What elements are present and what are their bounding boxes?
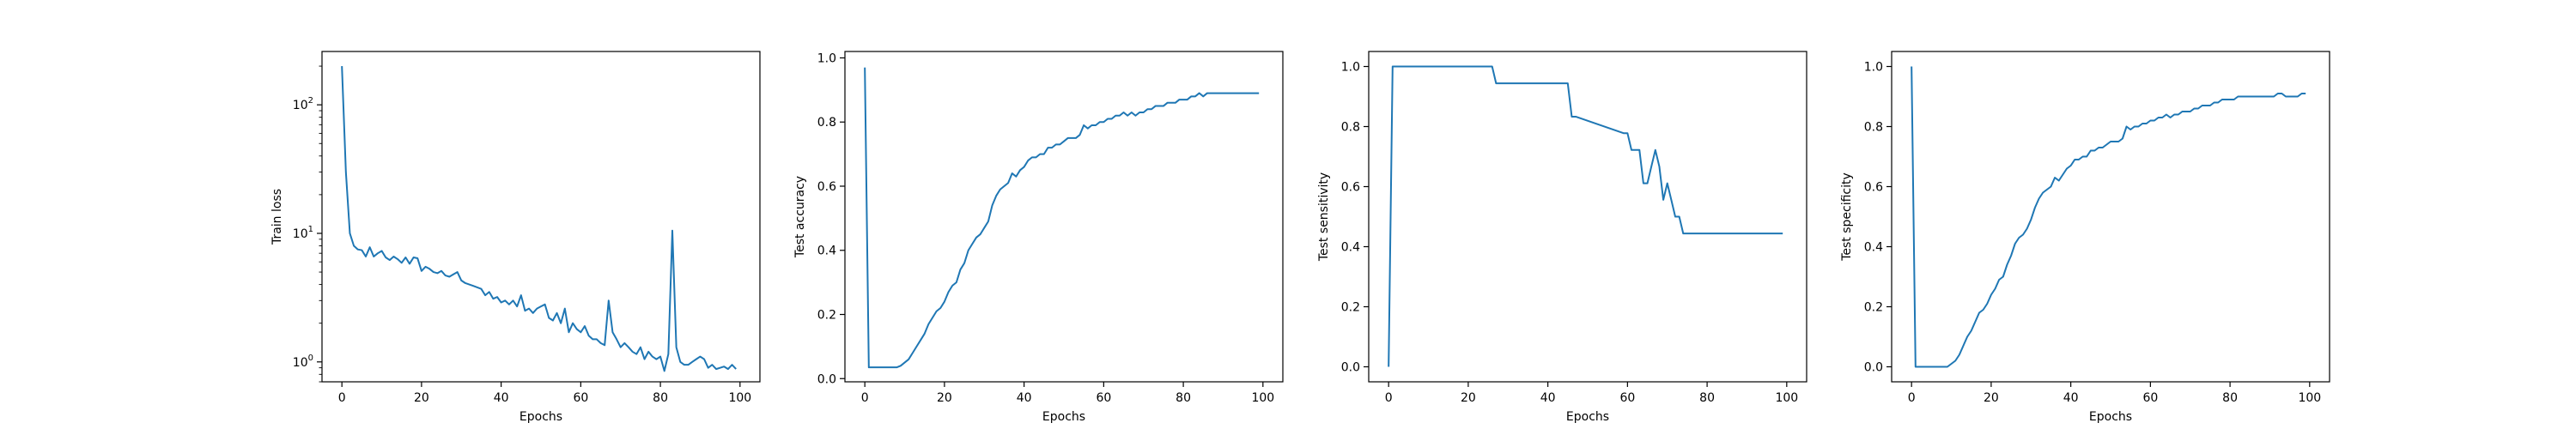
series-line-2-1 <box>864 67 1260 369</box>
y-tick-label: 0.2 <box>1341 301 1360 315</box>
subplot-4: 0 20 40 60 80 100 0.0 0.2 0.4 0.6 0.8 1.0 Epochs Test… <box>1840 51 2330 424</box>
x-tick-label: 60 <box>2142 391 2158 405</box>
x-tick-label: 60 <box>573 391 588 405</box>
x-tick-label: 100 <box>1251 391 1274 405</box>
x-tick-label: 0 <box>1908 391 1916 405</box>
y-axis-label: Test specificity <box>1840 172 1854 262</box>
x-tick-label: 60 <box>1096 391 1111 405</box>
x-tick-label: 0 <box>861 391 869 405</box>
x-tick-label: 20 <box>937 391 952 405</box>
x-tick-label: 20 <box>414 391 429 405</box>
axes-frame <box>321 51 761 383</box>
y-tick-label: 0.4 <box>1864 241 1883 255</box>
axes-frame <box>1891 51 2330 383</box>
y-axis-label: Test accuracy <box>793 176 807 258</box>
y-tick-label: 102 <box>293 96 313 112</box>
y-tick-label: 0.0 <box>1864 361 1883 375</box>
y-tick-label: 1.0 <box>817 51 836 65</box>
y-tick-label: 0.6 <box>1341 181 1360 195</box>
x-tick-label: 80 <box>1176 391 1191 405</box>
x-axis-label: Epochs <box>519 410 562 424</box>
y-tick-label: 101 <box>293 225 313 241</box>
axes-frame <box>844 51 1284 383</box>
series-line-3-1 <box>1388 65 1783 367</box>
subplot-1: 0 20 40 60 80 100 100 101 102 Epochs Train loss <box>270 51 761 424</box>
y-axis-label: Train loss <box>270 189 284 245</box>
x-tick-label: 100 <box>1775 391 1798 405</box>
x-axis-label: Epochs <box>2089 410 2132 424</box>
x-tick-label: 0 <box>338 391 346 405</box>
y-tick-label: 0.6 <box>1864 181 1883 195</box>
y-tick-label: 0.0 <box>1341 361 1360 375</box>
series-line-4-1 <box>1911 66 2306 368</box>
y-tick-label: 0.0 <box>817 372 836 386</box>
y-tick-label: 1.0 <box>1864 61 1883 75</box>
x-axis-label: Epochs <box>1566 410 1609 424</box>
y-tick-label: 0.2 <box>817 309 836 323</box>
y-tick-label: 100 <box>293 353 313 370</box>
x-axis-label: Epochs <box>1042 410 1085 424</box>
y-axis-label: Test sensitivity <box>1317 172 1331 262</box>
axes-frame <box>1368 51 1807 383</box>
x-tick-label: 40 <box>494 391 509 405</box>
x-tick-label: 20 <box>1461 391 1476 405</box>
x-tick-label: 0 <box>1385 391 1393 405</box>
x-tick-label: 100 <box>2298 391 2321 405</box>
subplot-2: 0 20 40 60 80 100 0.0 0.2 0.4 0.6 0.8 1.0 Epochs Test… <box>793 51 1284 424</box>
x-tick-label: 20 <box>1984 391 1999 405</box>
y-tick-label: 0.4 <box>817 245 836 258</box>
y-tick-label: 0.8 <box>1341 121 1360 135</box>
y-tick-label: 0.8 <box>1864 121 1883 135</box>
y-tick-label: 1.0 <box>1341 61 1360 75</box>
x-tick-label: 80 <box>2222 391 2238 405</box>
x-tick-label: 60 <box>1619 391 1635 405</box>
y-tick-label: 0.2 <box>1864 301 1883 315</box>
y-tick-label: 0.8 <box>817 116 836 130</box>
x-tick-label: 80 <box>1699 391 1715 405</box>
y-tick-label: 0.6 <box>817 180 836 194</box>
x-tick-label: 40 <box>1017 391 1032 405</box>
x-tick-label: 40 <box>1540 391 1556 405</box>
series-line-1-1 <box>341 66 737 372</box>
x-tick-label: 100 <box>728 391 751 405</box>
x-tick-label: 80 <box>653 391 668 405</box>
subplot-3: 0 20 40 60 80 100 0.0 0.2 0.4 0.6 0.8 1.0 Epochs Test… <box>1317 51 1807 424</box>
x-tick-label: 40 <box>2063 391 2079 405</box>
y-tick-label: 0.4 <box>1341 241 1360 255</box>
